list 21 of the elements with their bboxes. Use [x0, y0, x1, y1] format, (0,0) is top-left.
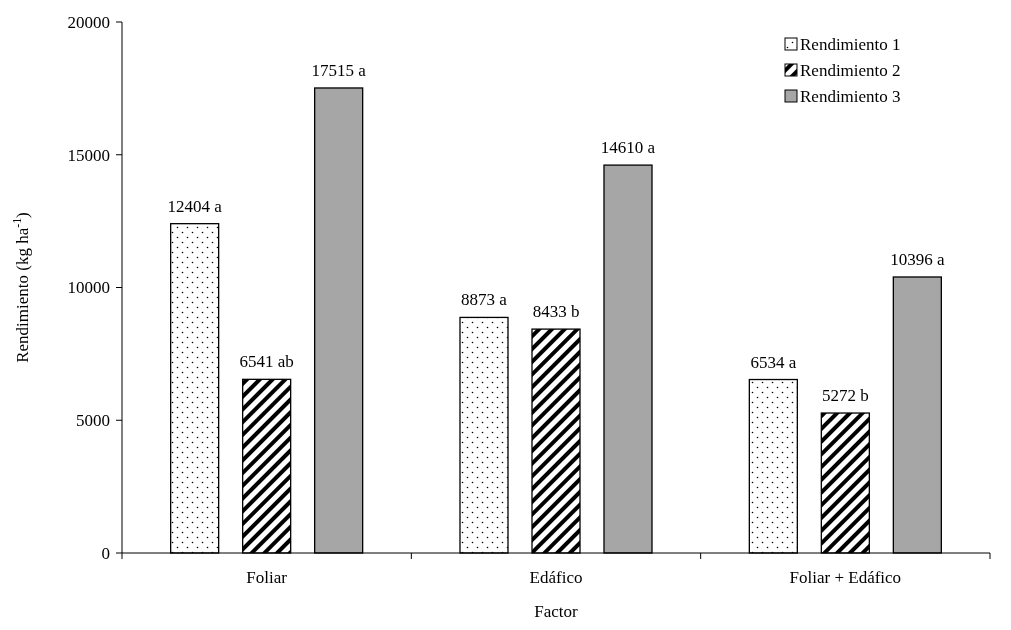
y-tick-label: 20000: [67, 12, 110, 32]
legend-label: Rendimiento 1: [800, 34, 901, 54]
data-label: 17515 a: [311, 60, 367, 80]
legend-label: Rendimiento 3: [800, 86, 901, 106]
data-label: 12404 a: [167, 196, 223, 216]
data-label: 8873 a: [461, 290, 508, 310]
data-label: 6541 ab: [239, 352, 294, 372]
x-tick-label: Foliar: [246, 568, 288, 587]
data-label: 14610 a: [600, 138, 656, 158]
legend-label: Rendimiento 2: [800, 60, 901, 80]
y-tick-label: 0: [101, 543, 110, 563]
data-label: 5272 b: [821, 386, 869, 406]
data-label: 8433 b: [532, 302, 580, 322]
y-tick-label: 15000: [67, 145, 110, 165]
data-label: 6534 a: [750, 352, 797, 372]
data-label: 10396 a: [890, 249, 945, 269]
x-tick-label: Foliar + Edáfico: [789, 568, 902, 587]
x-tick-label: Edáfico: [529, 568, 583, 587]
y-tick-label: 10000: [67, 278, 110, 298]
x-axis-title: Factor: [534, 602, 579, 621]
y-tick-label: 5000: [76, 411, 110, 431]
